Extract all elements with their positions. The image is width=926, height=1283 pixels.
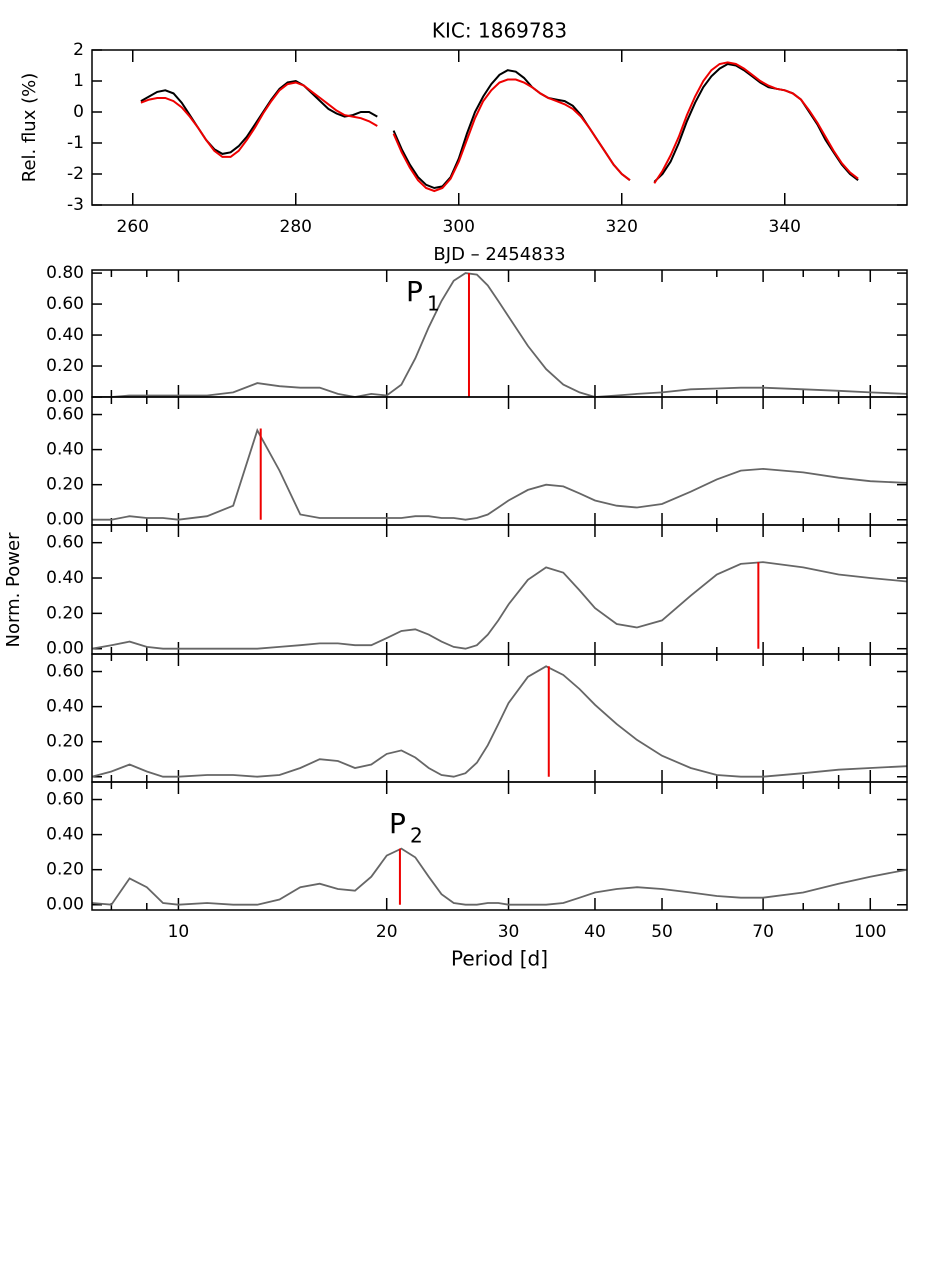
annotation-subscript: 1	[427, 292, 440, 316]
y-tick-label: -3	[67, 195, 84, 215]
x-tick-label: 50	[651, 922, 673, 942]
y-tick-label: 0.00	[46, 895, 84, 915]
curve	[140, 61, 859, 193]
y-tick-label: 0.00	[46, 639, 84, 659]
y-tick-label: 2	[73, 40, 84, 60]
x-tick-label: 70	[752, 922, 774, 942]
y-tick-label: 0.20	[46, 732, 84, 752]
curve	[92, 561, 907, 650]
x-tick-label: 260	[117, 217, 149, 237]
y-tick-label: -1	[67, 133, 84, 153]
x-tick-label: 340	[769, 217, 801, 237]
y-tick-label: 0.60	[46, 405, 84, 425]
x-axis-label: BJD – 2454833	[433, 244, 565, 265]
axes-frame	[91, 653, 908, 783]
x-tick-label: 40	[584, 922, 606, 942]
y-tick-label: 0.40	[46, 825, 84, 845]
axes-frame	[91, 781, 908, 911]
panel: 0.00 0.20 0.40 0.60 0.80 P 1	[46, 263, 908, 407]
curve	[92, 665, 907, 778]
panel: 0.00 0.20 0.40 0.60	[46, 396, 908, 530]
annotation: P	[406, 275, 423, 308]
y-axis-label: Rel. flux (%)	[19, 73, 40, 183]
panel: 0.00 0.20 0.40 0.60 Norm. Power	[3, 524, 908, 659]
x-tick-label: 10	[168, 922, 190, 942]
y-tick-label: 0.00	[46, 767, 84, 787]
x-tick-label: 280	[280, 217, 312, 237]
y-tick-label: 0.60	[46, 294, 84, 314]
y-tick-label: 0.80	[46, 263, 84, 283]
y-tick-label: 0.00	[46, 387, 84, 407]
panel: 0.00 0.20 0.40 0.60 10 20 30 40 50 70 100 Period [d…	[46, 781, 908, 971]
curve	[92, 272, 907, 397]
curve	[92, 847, 907, 906]
y-tick-label: 0.20	[46, 356, 84, 376]
x-tick-label: 100	[854, 922, 886, 942]
y-axis-label: Norm. Power	[3, 532, 24, 648]
panel: 0.00 0.20 0.40 0.60	[46, 653, 908, 787]
axes-frame	[91, 49, 908, 206]
axes-frame	[91, 269, 908, 398]
axes-frame	[91, 524, 908, 655]
y-tick-label: 0.60	[46, 662, 84, 682]
annotation-subscript: 2	[410, 824, 423, 848]
y-tick-label: -2	[67, 164, 84, 184]
chart-title: KIC: 1869783	[432, 19, 567, 43]
y-tick-label: 0.40	[46, 440, 84, 460]
y-tick-label: 0.40	[46, 697, 84, 717]
x-tick-label: 320	[606, 217, 638, 237]
panel: -3 -2 -1 0 1 2 260 280 300 320 340 KIC: 1869783 BJD …	[19, 19, 908, 265]
x-axis-label: Period [d]	[451, 947, 548, 971]
annotation: P	[389, 807, 406, 840]
y-tick-label: 0.00	[46, 510, 84, 530]
x-tick-label: 20	[376, 922, 398, 942]
y-tick-label: 0.20	[46, 603, 84, 623]
x-tick-label: 300	[443, 217, 475, 237]
y-tick-label: 0.40	[46, 568, 84, 588]
y-tick-label: 0.20	[46, 860, 84, 880]
y-tick-label: 0.40	[46, 325, 84, 345]
x-tick-label: 30	[498, 922, 520, 942]
y-tick-label: 0.60	[46, 790, 84, 810]
curve	[92, 428, 907, 521]
y-tick-label: 1	[73, 71, 84, 91]
y-tick-label: 0	[73, 102, 84, 122]
y-tick-label: 0.60	[46, 533, 84, 553]
y-tick-label: 0.20	[46, 475, 84, 495]
